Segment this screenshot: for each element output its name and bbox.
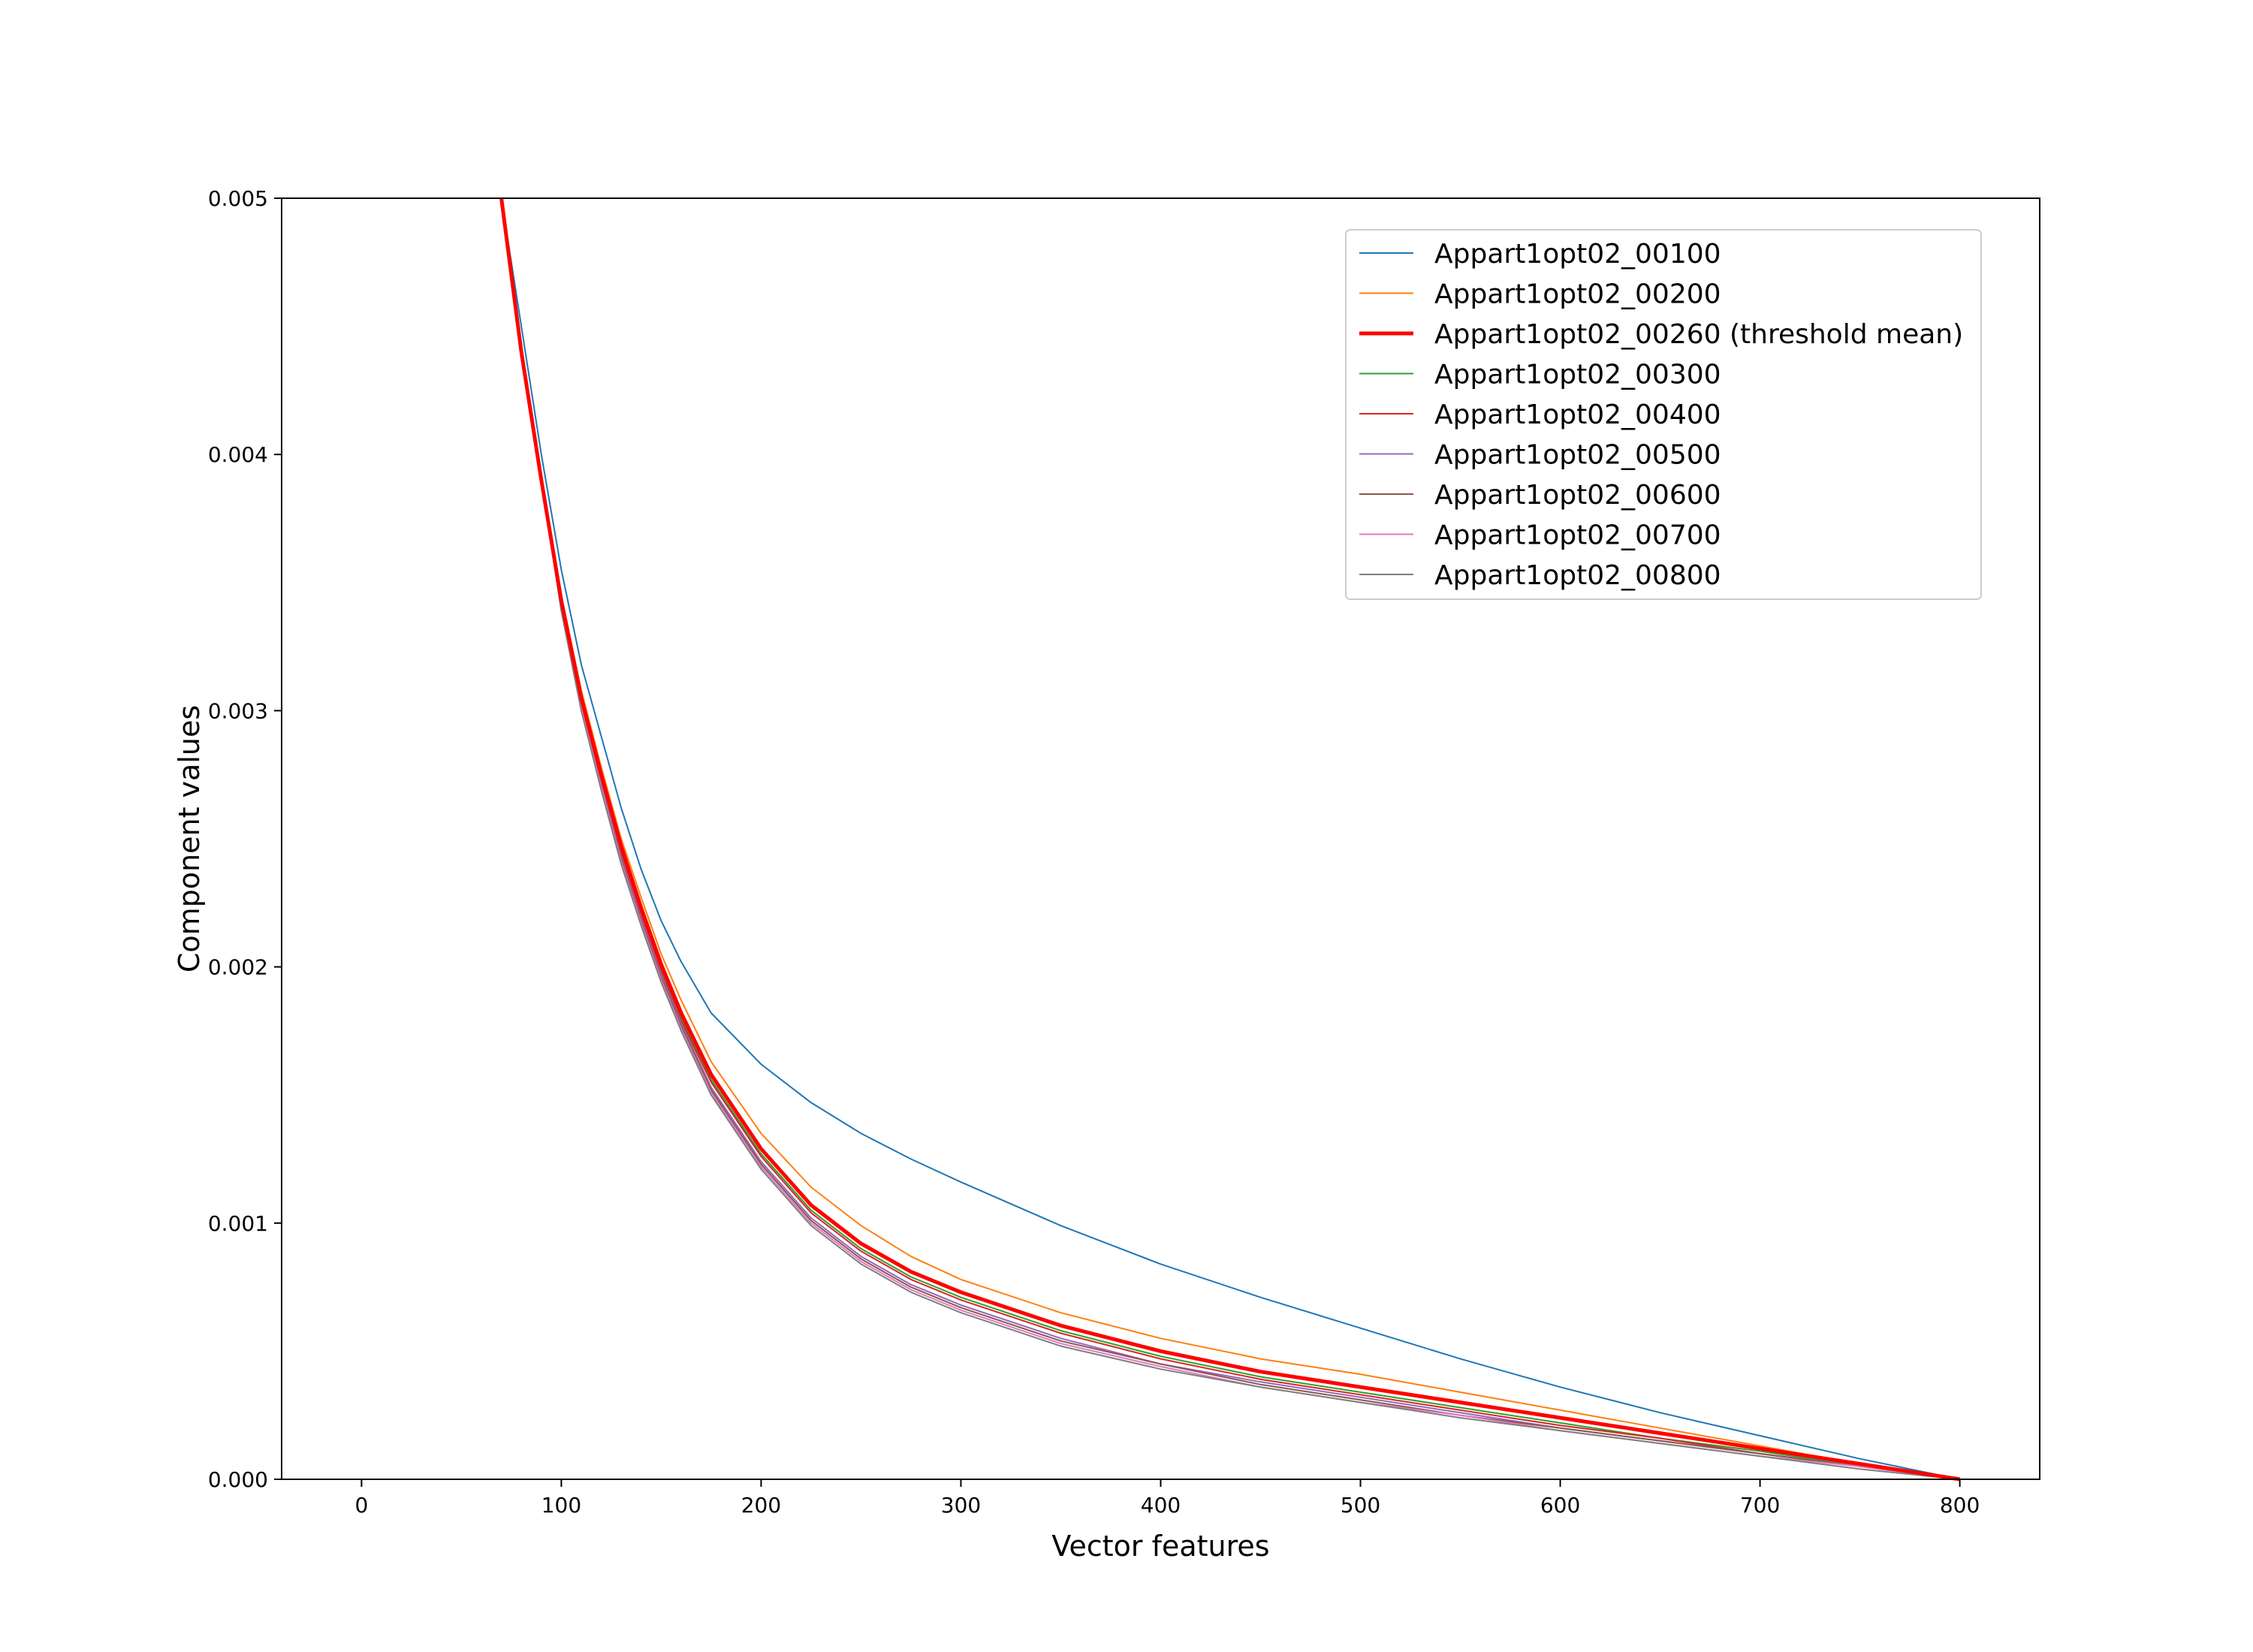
- legend-label: Appart1opt02_00600: [1434, 480, 1721, 511]
- y-tick-label: 0.003: [208, 698, 268, 723]
- legend-label: Appart1opt02_00200: [1434, 279, 1721, 310]
- series-line-2: [499, 197, 1960, 1482]
- legend: Appart1opt02_00100 Appart1opt02_00200 Appa…: [1345, 229, 1982, 600]
- x-tick-label: 300: [941, 1493, 981, 1518]
- legend-label: Appart1opt02_00400: [1434, 399, 1721, 430]
- x-tick-label: 700: [1740, 1493, 1780, 1518]
- legend-label: Appart1opt02_00700: [1434, 520, 1721, 551]
- y-tick-label: 0.004: [208, 442, 268, 467]
- series-layer: [499, 197, 1960, 1482]
- x-tick-label: 600: [1540, 1493, 1580, 1518]
- y-tick-label: 0.000: [208, 1467, 268, 1492]
- legend-label: Appart1opt02_00500: [1434, 440, 1721, 471]
- x-tick-label: 400: [1141, 1493, 1181, 1518]
- x-tick-label: 200: [741, 1493, 781, 1518]
- x-axis-title: Vector features: [1051, 1530, 1269, 1563]
- y-axis-title: Component values: [173, 705, 206, 972]
- x-axis: 0 100 200 300 400 500 600 700 800: [354, 1479, 1980, 1518]
- legend-label: Appart1opt02_00800: [1434, 560, 1721, 591]
- series-line-1: [500, 197, 1960, 1480]
- y-tick-label: 0.005: [208, 186, 268, 211]
- series-line-0: [500, 197, 1960, 1480]
- x-tick-label: 100: [541, 1493, 581, 1518]
- legend-box: [1345, 229, 1982, 600]
- legend-label: Appart1opt02_00100: [1434, 239, 1721, 270]
- legend-label: Appart1opt02_00260 (threshold mean): [1434, 319, 1963, 350]
- legend-label: Appart1opt02_00300: [1434, 360, 1721, 390]
- x-tick-label: 0: [354, 1493, 368, 1518]
- y-axis: 0.000 0.001 0.002 0.003 0.004 0.005: [208, 186, 282, 1492]
- x-tick-label: 500: [1341, 1493, 1380, 1518]
- y-tick-label: 0.002: [208, 955, 268, 980]
- x-tick-label: 800: [1940, 1493, 1980, 1518]
- y-tick-label: 0.001: [208, 1211, 268, 1236]
- series-line-8: [500, 197, 1960, 1480]
